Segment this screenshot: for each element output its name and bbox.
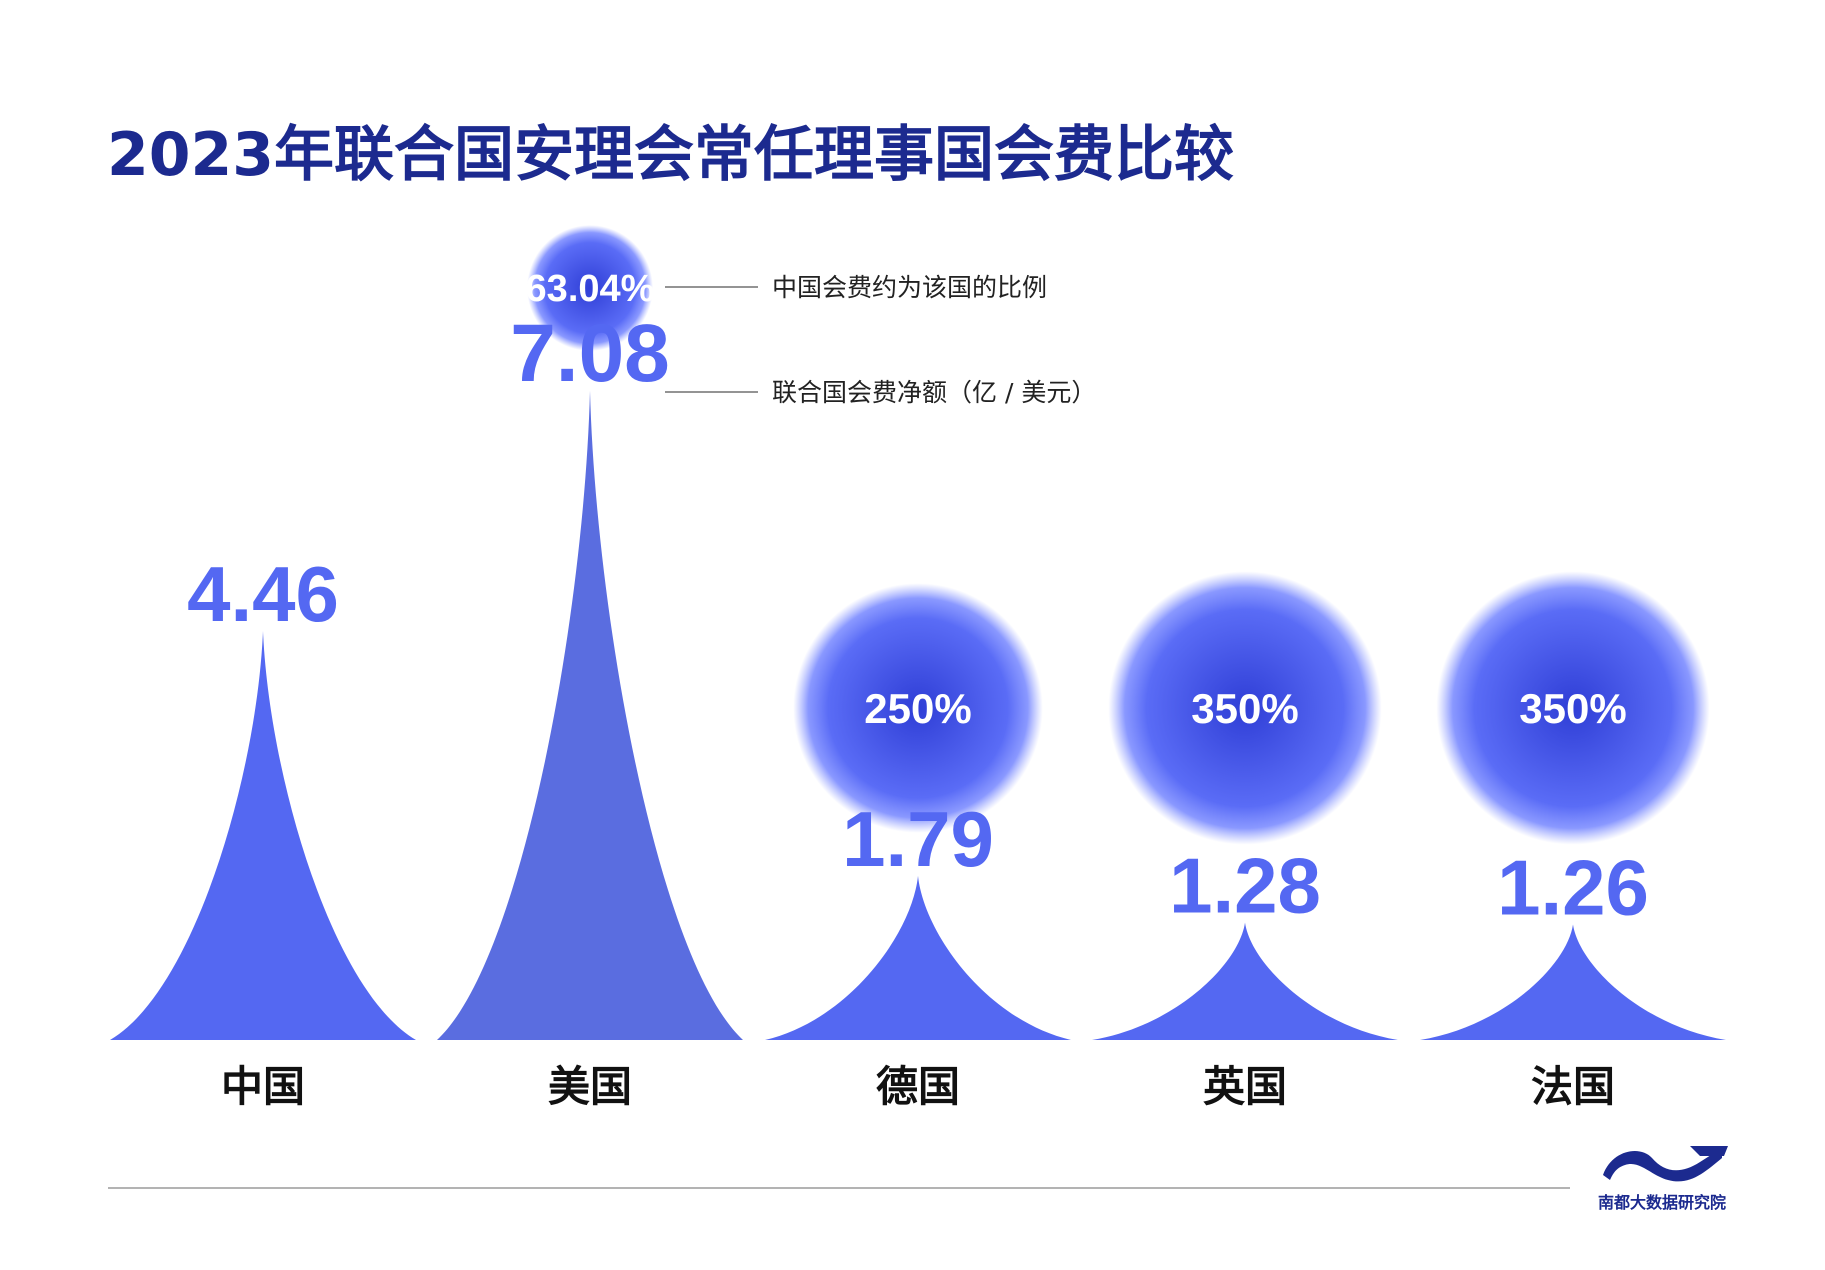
- amount-annotation: 联合国会费净额（亿 / 美元）: [772, 378, 1096, 407]
- logo-text: 南都大数据研究院: [1598, 1193, 1726, 1212]
- value-label-5: 1.26: [1497, 843, 1649, 931]
- category-label-4: 英国: [1203, 1062, 1287, 1111]
- ratio-label-4: 350%: [1191, 685, 1298, 732]
- peak-mark-3: [765, 875, 1071, 1040]
- peak-mark-1: [110, 631, 416, 1040]
- category-label-3: 德国: [876, 1062, 960, 1111]
- ratio-bubble-2: [527, 225, 653, 351]
- wave-logo-icon: [1603, 1146, 1728, 1182]
- value-label-1: 4.46: [187, 550, 339, 638]
- ratio-label-5: 350%: [1519, 685, 1626, 732]
- chart-title: 2023年联合国安理会常任理事国会费比较: [107, 120, 1234, 190]
- value-label-4: 1.28: [1169, 842, 1321, 930]
- ratio-label-3: 250%: [864, 685, 971, 732]
- category-label-2: 美国: [548, 1062, 632, 1111]
- ratio-annotation: 中国会费约为该国的比例: [772, 273, 1047, 302]
- ratio-label-2: 63.04%: [526, 268, 655, 310]
- category-label-5: 法国: [1531, 1062, 1615, 1111]
- peak-mark-4: [1092, 922, 1398, 1040]
- ratio-bubble-5: [1436, 571, 1710, 845]
- value-label-3: 1.79: [842, 795, 994, 883]
- value-label-2: 7.08: [510, 308, 670, 399]
- peak-mark-5: [1420, 924, 1726, 1040]
- peak-mark-2: [437, 390, 743, 1040]
- ratio-bubble-3: [793, 583, 1043, 833]
- ratio-bubble-4: [1108, 571, 1382, 845]
- category-label-1: 中国: [221, 1062, 305, 1111]
